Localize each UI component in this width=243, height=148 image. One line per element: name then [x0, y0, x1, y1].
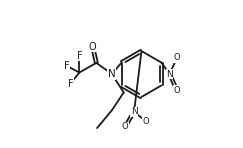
- Text: N: N: [108, 69, 116, 79]
- Text: O: O: [174, 53, 180, 62]
- Text: N: N: [166, 70, 173, 78]
- Text: O: O: [89, 42, 96, 52]
- Text: N: N: [131, 107, 138, 116]
- Text: O: O: [122, 122, 129, 131]
- Text: F: F: [64, 61, 69, 71]
- Text: O: O: [143, 117, 149, 126]
- Text: N: N: [108, 69, 115, 79]
- Text: F: F: [77, 50, 82, 61]
- Text: O: O: [174, 86, 180, 95]
- Text: F: F: [68, 79, 73, 89]
